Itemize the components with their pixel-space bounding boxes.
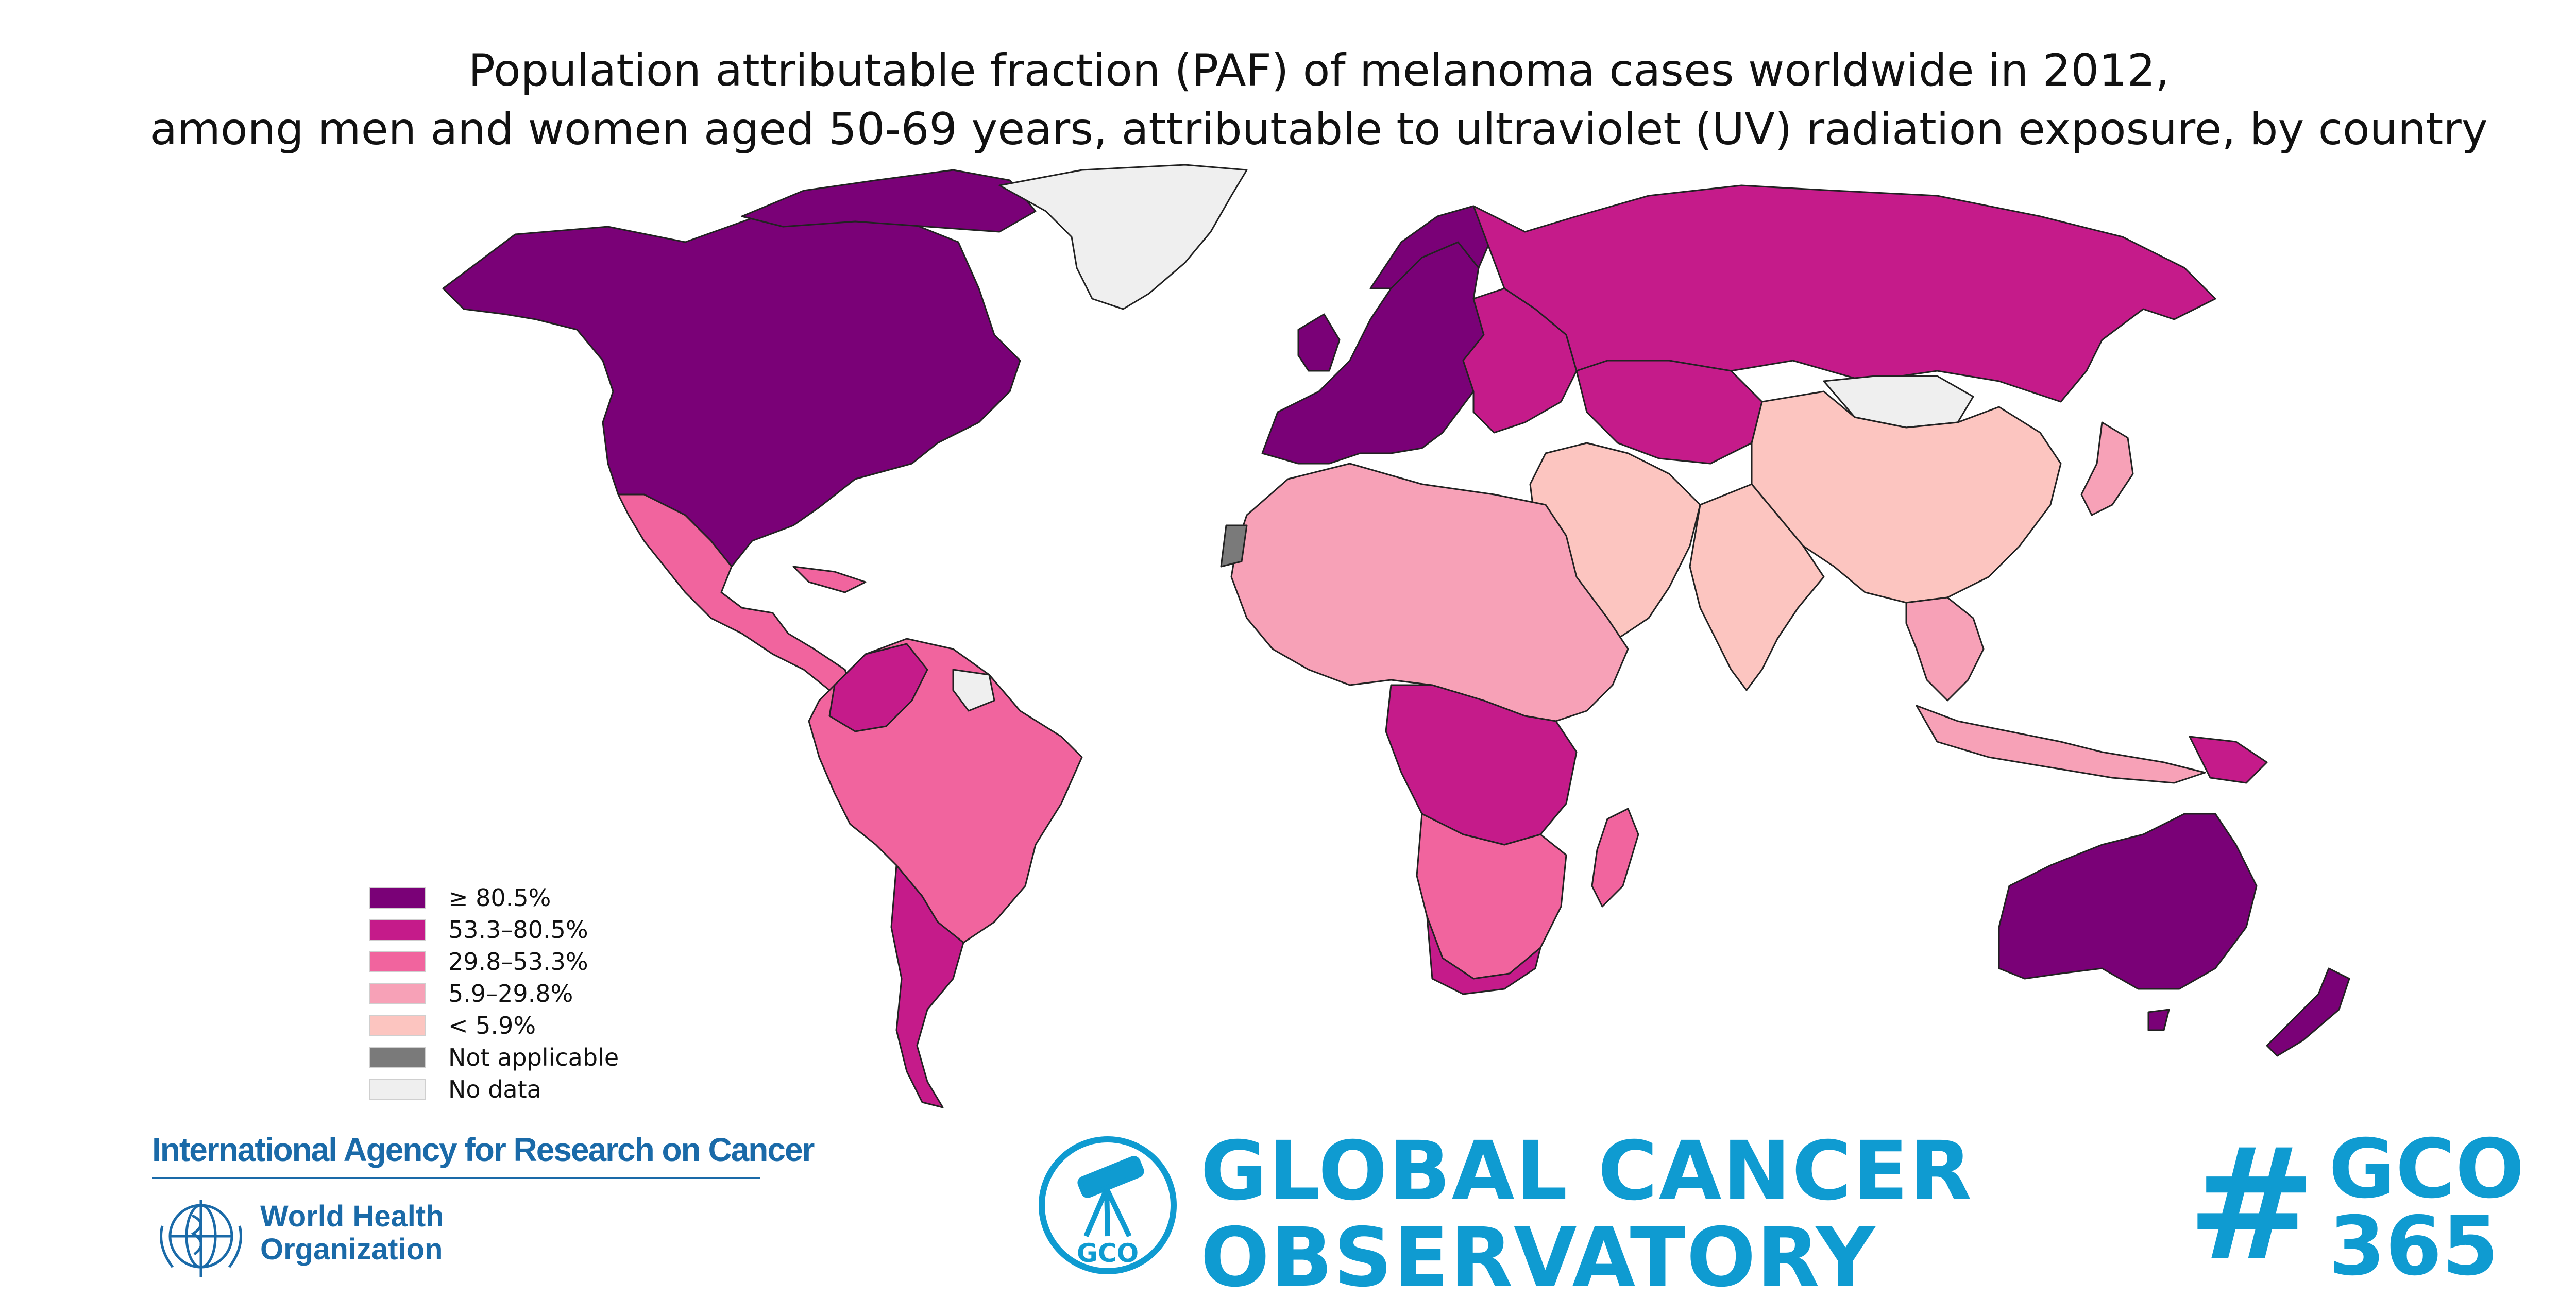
legend-item: No data: [369, 1073, 619, 1105]
region-central-africa: [1385, 684, 1578, 846]
legend-item: Not applicable: [369, 1041, 619, 1073]
region-new-zealand: [2266, 967, 2350, 1057]
region-madagascar: [1591, 808, 1639, 908]
hashtag-line-2: 365: [2329, 1199, 2499, 1294]
who-emblem-icon: [160, 1200, 242, 1277]
gco-wordmark: GLOBAL CANCER OBSERVATORY: [1200, 1128, 1973, 1301]
region-australia: [1998, 813, 2258, 990]
who-line-1: World Health: [260, 1200, 444, 1233]
hashtag-line-1: GCO: [2329, 1122, 2524, 1217]
region-north-africa: [1230, 463, 1629, 722]
title-line-2: among men and women aged 50-69 years, at…: [150, 104, 2488, 155]
region-uk-ireland: [1297, 313, 1341, 372]
region-indonesia: [1916, 705, 2206, 784]
region-colombia-venezuela: [828, 643, 928, 732]
region-canada-islands: [741, 169, 1037, 233]
gco-line-1: GLOBAL CANCER: [1200, 1124, 1973, 1219]
gco-telescope-icon: GCO: [1039, 1136, 1177, 1274]
region-guianas: [952, 669, 995, 712]
legend-swatch: [369, 1079, 426, 1100]
legend-label: 53.3–80.5%: [448, 916, 588, 944]
region-north-america: [442, 205, 1021, 568]
gco-badge-text: GCO: [1077, 1238, 1139, 1268]
region-india: [1689, 483, 1825, 691]
legend-swatch: [369, 919, 426, 941]
region-south-africa: [1426, 916, 1541, 995]
legend-item: 53.3–80.5%: [369, 914, 619, 946]
legend-item: ≥ 80.5%: [369, 882, 619, 914]
legend-swatch: [369, 951, 426, 972]
hashtag-symbol: #: [2187, 1115, 2317, 1295]
legend-label: Not applicable: [448, 1044, 619, 1071]
region-southeast-asia: [1905, 596, 1985, 702]
map-title: Population attributable fraction (PAF) o…: [0, 41, 2576, 159]
legend-label: No data: [448, 1075, 541, 1103]
legend-swatch: [369, 1015, 426, 1036]
gco-line-2: OBSERVATORY: [1200, 1210, 1876, 1305]
legend-label: 5.9–29.8%: [448, 980, 573, 1007]
region-west-sahara: [1220, 524, 1248, 568]
legend-swatch: [369, 887, 426, 909]
region-argentina-chile: [890, 864, 964, 1108]
region-scandinavia: [1369, 205, 1495, 289]
title-line-1: Population attributable fraction (PAF) o…: [468, 45, 2170, 96]
region-western-europe: [1261, 241, 1485, 465]
region-caribbean: [792, 566, 867, 593]
iarc-divider: [152, 1177, 760, 1179]
legend-label: 29.8–53.3%: [448, 948, 588, 976]
legend: ≥ 80.5% 53.3–80.5% 29.8–53.3% 5.9–29.8% …: [369, 882, 619, 1105]
region-papua-new-guinea: [2189, 736, 2268, 784]
who-name: World Health Organization: [260, 1200, 444, 1266]
legend-item: 29.8–53.3%: [369, 946, 619, 978]
legend-swatch: [369, 983, 426, 1004]
legend-item: < 5.9%: [369, 1010, 619, 1041]
legend-item: 5.9–29.8%: [369, 978, 619, 1010]
region-greenland: [998, 164, 1248, 310]
legend-label: ≥ 80.5%: [448, 884, 551, 912]
iarc-name: International Agency for Research on Can…: [152, 1131, 815, 1168]
legend-swatch: [369, 1047, 426, 1068]
hashtag-text: GCO 365: [2329, 1122, 2524, 1294]
legend-label: < 5.9%: [448, 1012, 536, 1039]
region-japan: [2080, 421, 2134, 516]
who-line-2: Organization: [260, 1233, 443, 1266]
region-tasmania: [2147, 1009, 2170, 1031]
